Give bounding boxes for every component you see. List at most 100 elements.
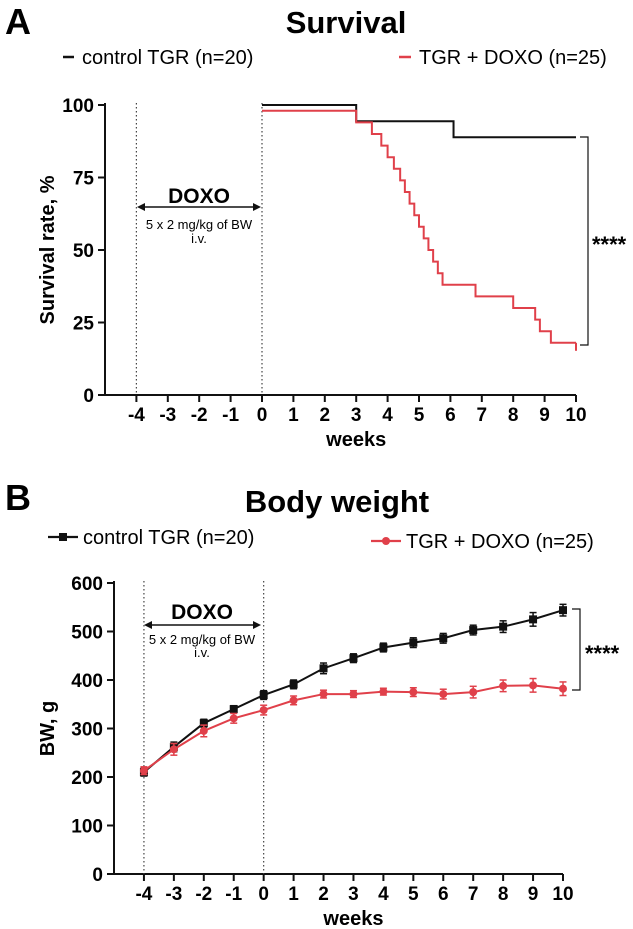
panel-a-doxo-annotation: DOXO 5 x 2 mg/kg of BW i.v.	[137, 185, 261, 246]
panel-b-title: Body weight	[245, 484, 429, 519]
panel-b-doxo-series-point	[289, 696, 298, 705]
panel-b-x-axis-label: weeks	[322, 908, 383, 929]
panel-b-doxo-series-point	[409, 688, 418, 697]
legend-doxo-b: TGR + DOXO (n=25)	[371, 531, 594, 553]
panel-b-doxo-series-point	[169, 745, 178, 754]
legend-control-label: control TGR (n=20)	[82, 47, 253, 69]
panel-a-x-tick-label: 8	[508, 405, 519, 426]
panel-b-x-tick-label: 8	[498, 884, 509, 905]
panel-a-y-tick-label: 50	[73, 241, 94, 262]
panel-a-x-axis-label: weeks	[325, 429, 386, 451]
doxo-label-b: DOXO	[171, 601, 233, 624]
panel-a-y-tick-label: 100	[62, 96, 94, 117]
panel-a-x-tick-label: 2	[320, 405, 331, 426]
panel-a-x-tick-label: 3	[351, 405, 362, 426]
legend-control-b: control TGR (n=20)	[48, 527, 254, 549]
panel-b-control-series-point	[559, 606, 567, 615]
significance-label-a: ****	[592, 232, 627, 257]
doxo-label: DOXO	[168, 185, 230, 208]
panel-a-significance-bracket: ****	[580, 136, 627, 346]
legend-control-b-label: control TGR (n=20)	[83, 527, 254, 549]
panel-b-y-tick-label: 600	[71, 574, 103, 595]
panel-b-control-series-point	[439, 634, 448, 643]
significance-bracket-a	[580, 136, 589, 346]
panel-a-control-series-line	[262, 104, 576, 139]
panel-a-x-tick-label: 0	[257, 405, 268, 426]
panel-b-control-series-point	[409, 638, 418, 647]
panel-a-x-tick-label: 4	[382, 405, 393, 426]
panel-b-x-tick-label: 5	[408, 884, 419, 905]
dose-line-1-b: 5 x 2 mg/kg of BW	[149, 632, 256, 647]
doxo-arrow-right-head-b	[253, 621, 261, 629]
panel-a-x-tick-label: -1	[222, 405, 239, 426]
panel-b-doxo-series-point	[529, 681, 538, 690]
dose-line-2-b: i.v.	[194, 645, 210, 660]
panel-b-x-tick-label: 7	[468, 884, 479, 905]
panel-b-x-tick-label: 2	[318, 884, 329, 905]
panel-b-doxo-series-point	[319, 690, 328, 699]
panel-b-doxo-series-point	[559, 684, 567, 693]
panel-b-x-tick-label: -1	[225, 884, 242, 905]
panel-b-x-tick-label: -3	[165, 884, 182, 905]
panel-b-plot	[139, 581, 567, 874]
panel-a-x-tick-label: 1	[288, 405, 299, 426]
panel-b-control-series-point	[259, 691, 268, 700]
panel-b-y-axis-label: BW, g	[37, 701, 59, 757]
panel-b-x-tick-label: 9	[528, 884, 539, 905]
panel-b-control-series-point	[199, 719, 208, 728]
doxo-arrow-right-head	[253, 203, 261, 211]
panel-b-body-weight: B Body weight control TGR (n=20) TGR + D…	[5, 477, 620, 929]
panel-b-doxo-series-point	[379, 687, 388, 696]
panel-a-survival: A Survival control TGR (n=20) TGR + DOXO…	[5, 1, 627, 451]
panel-b-x-tick-label: -2	[195, 884, 212, 905]
panel-a-y-tick-label: 75	[73, 169, 95, 190]
panel-b-doxo-series-point	[199, 726, 208, 735]
panel-b-control-series-point	[349, 654, 358, 663]
panel-a-y-tick-label: 0	[83, 386, 94, 407]
panel-a-y-tick-label: 25	[73, 314, 95, 335]
panel-a-x-tick-label: 10	[565, 405, 586, 426]
panel-a-x-tick-label: 7	[477, 405, 488, 426]
panel-b-control-series-point	[319, 664, 328, 673]
panel-b-x-tick-label: 4	[378, 884, 389, 905]
panel-b-x-tick-label: 6	[438, 884, 449, 905]
panel-b-doxo-series-point	[139, 766, 148, 775]
panel-b-control-series-point	[289, 680, 298, 689]
panel-b-y-tick-label: 300	[71, 720, 103, 741]
panel-b-y-tick-label: 500	[71, 623, 103, 644]
panel-a-doxo-series-line	[262, 109, 576, 344]
panel-b-x-tick-label: 1	[288, 884, 299, 905]
panel-b-doxo-series-point	[469, 688, 478, 697]
panel-b-y-tick-label: 100	[71, 817, 103, 838]
panel-b-doxo-series-point	[439, 690, 448, 699]
panel-b-y-tick-label: 0	[92, 865, 103, 886]
panel-b-control-series-point	[229, 705, 238, 714]
panel-b-x-tick-label: 3	[348, 884, 359, 905]
panel-a-x-tick-label: 9	[539, 405, 550, 426]
panel-b-doxo-series-point	[499, 681, 508, 690]
panel-a-x-tick-label: -3	[159, 405, 176, 426]
significance-label-b: ****	[585, 641, 620, 666]
panel-b-doxo-annotation: DOXO 5 x 2 mg/kg of BW i.v.	[144, 601, 261, 660]
doxo-arrow-left-head	[137, 203, 145, 211]
panel-a-plot	[135, 103, 577, 395]
panel-b-control-series-point	[379, 643, 388, 652]
panel-b-x-tick-label: 10	[552, 884, 573, 905]
legend-control: control TGR (n=20)	[63, 47, 253, 69]
panel-a-x-tick-label: 6	[445, 405, 456, 426]
panel-b-doxo-series-point	[259, 706, 268, 715]
panel-b-doxo-series-point	[349, 690, 358, 699]
doxo-arrow-left-head-b	[144, 621, 152, 629]
dose-line-2: i.v.	[191, 231, 207, 246]
panel-a-letter: A	[5, 1, 31, 42]
panel-a-y-axis-label: Survival rate, %	[37, 175, 59, 324]
dose-line-1: 5 x 2 mg/kg of BW	[146, 217, 253, 232]
legend-doxo-b-marker	[382, 537, 390, 545]
panel-b-control-series-point	[469, 626, 478, 635]
panel-a-title: Survival	[286, 5, 407, 40]
panel-a-x-tick-label: -2	[191, 405, 208, 426]
legend-control-b-marker	[59, 533, 67, 541]
legend-doxo-b-label: TGR + DOXO (n=25)	[406, 531, 594, 553]
